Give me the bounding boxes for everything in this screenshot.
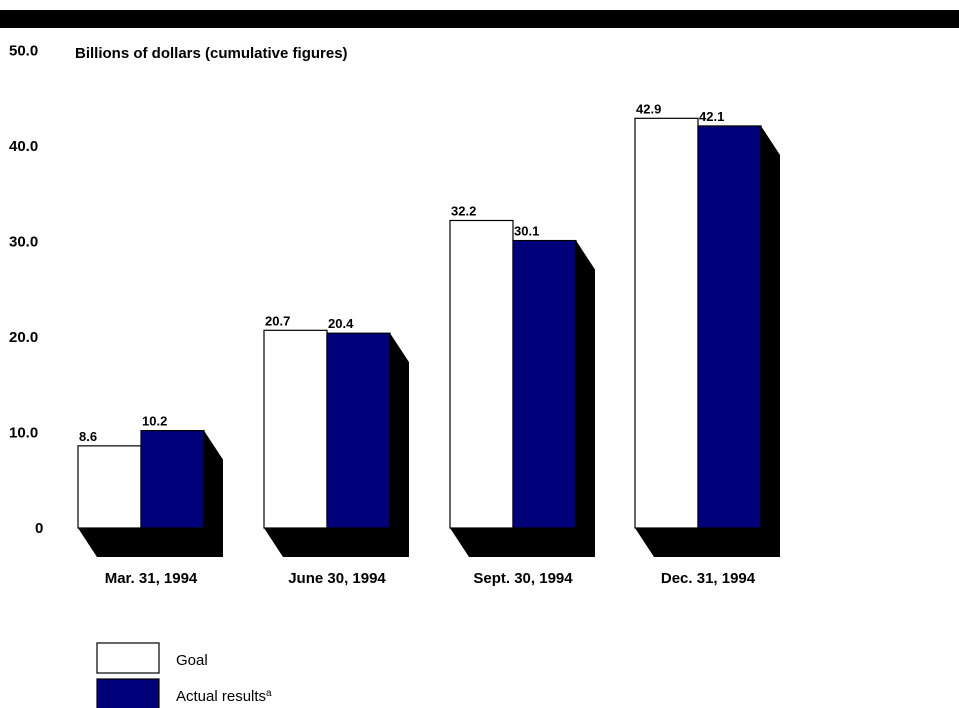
- value-label-actual: 30.1: [514, 224, 539, 239]
- bar-shadow: [78, 430, 223, 557]
- y-tick-label: 20.0: [9, 329, 38, 346]
- bars: [77, 117, 780, 558]
- bar-actual: [512, 239, 577, 529]
- value-label-actual: 42.1: [699, 109, 724, 124]
- value-label-goal: 32.2: [451, 203, 476, 218]
- legend-swatch-goal: [96, 642, 160, 674]
- bar-goal: [77, 445, 142, 529]
- value-label-goal: 42.9: [636, 101, 661, 116]
- y-tick-label: 0: [35, 520, 43, 537]
- bar-shadow: [450, 240, 595, 558]
- bar-goal: [449, 219, 514, 529]
- bar-goal: [634, 117, 699, 529]
- category-label: June 30, 1994: [288, 570, 386, 587]
- legend-label-actual: Actual resultsa: [176, 688, 272, 706]
- y-tick-label: 50.0: [9, 43, 38, 60]
- legend-footnote-marker: a: [266, 688, 272, 699]
- category-label: Mar. 31, 1994: [105, 570, 198, 587]
- y-tick-label: 40.0: [9, 138, 38, 155]
- category-labels: Mar. 31, 1994 June 30, 1994 Sept. 30, 1994…: [105, 570, 756, 587]
- bar-shadow: [635, 125, 780, 557]
- y-tick-label: 10.0: [9, 425, 38, 442]
- legend-label-goal: Goal: [176, 652, 208, 669]
- category-label: Dec. 31, 1994: [661, 570, 756, 587]
- bar-actual: [697, 125, 762, 529]
- header-bar: [0, 10, 959, 28]
- value-label-goal: 8.6: [79, 429, 97, 444]
- legend: Goal Actual resultsa: [96, 642, 272, 708]
- bar-goal: [263, 329, 328, 529]
- y-tick-label: 30.0: [9, 234, 38, 251]
- category-label: Sept. 30, 1994: [473, 570, 573, 587]
- value-label-goal: 20.7: [265, 313, 290, 328]
- bar-actual: [140, 429, 205, 529]
- value-labels: 8.6 10.2 20.7 20.4 32.2 30.1 42.9 42.1: [79, 101, 724, 444]
- value-label-actual: 20.4: [328, 316, 354, 331]
- y-axis-ticks: 0 10.0 20.0 30.0 40.0 50.0: [9, 43, 43, 538]
- bar-actual: [326, 332, 391, 529]
- value-label-actual: 10.2: [142, 414, 167, 429]
- legend-swatch-actual: [96, 678, 160, 708]
- bar-shadow: [264, 333, 409, 557]
- y-axis-title: Billions of dollars (cumulative figures): [75, 45, 348, 62]
